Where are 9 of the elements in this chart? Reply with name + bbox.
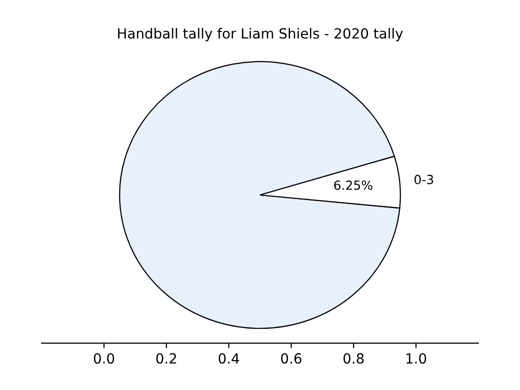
text: 1.0	[406, 353, 426, 364]
text: 0.4	[218, 353, 240, 364]
text: 0.8	[343, 353, 364, 364]
slice-label: 0-3	[414, 174, 434, 184]
chart-title: Handball tally for Liam Shiels - 2020 tally	[118, 28, 403, 42]
data-label: 6.25%	[334, 180, 372, 190]
text: 0.6	[281, 353, 302, 364]
text: 0.2	[156, 353, 176, 364]
text: 0.0	[94, 353, 114, 364]
